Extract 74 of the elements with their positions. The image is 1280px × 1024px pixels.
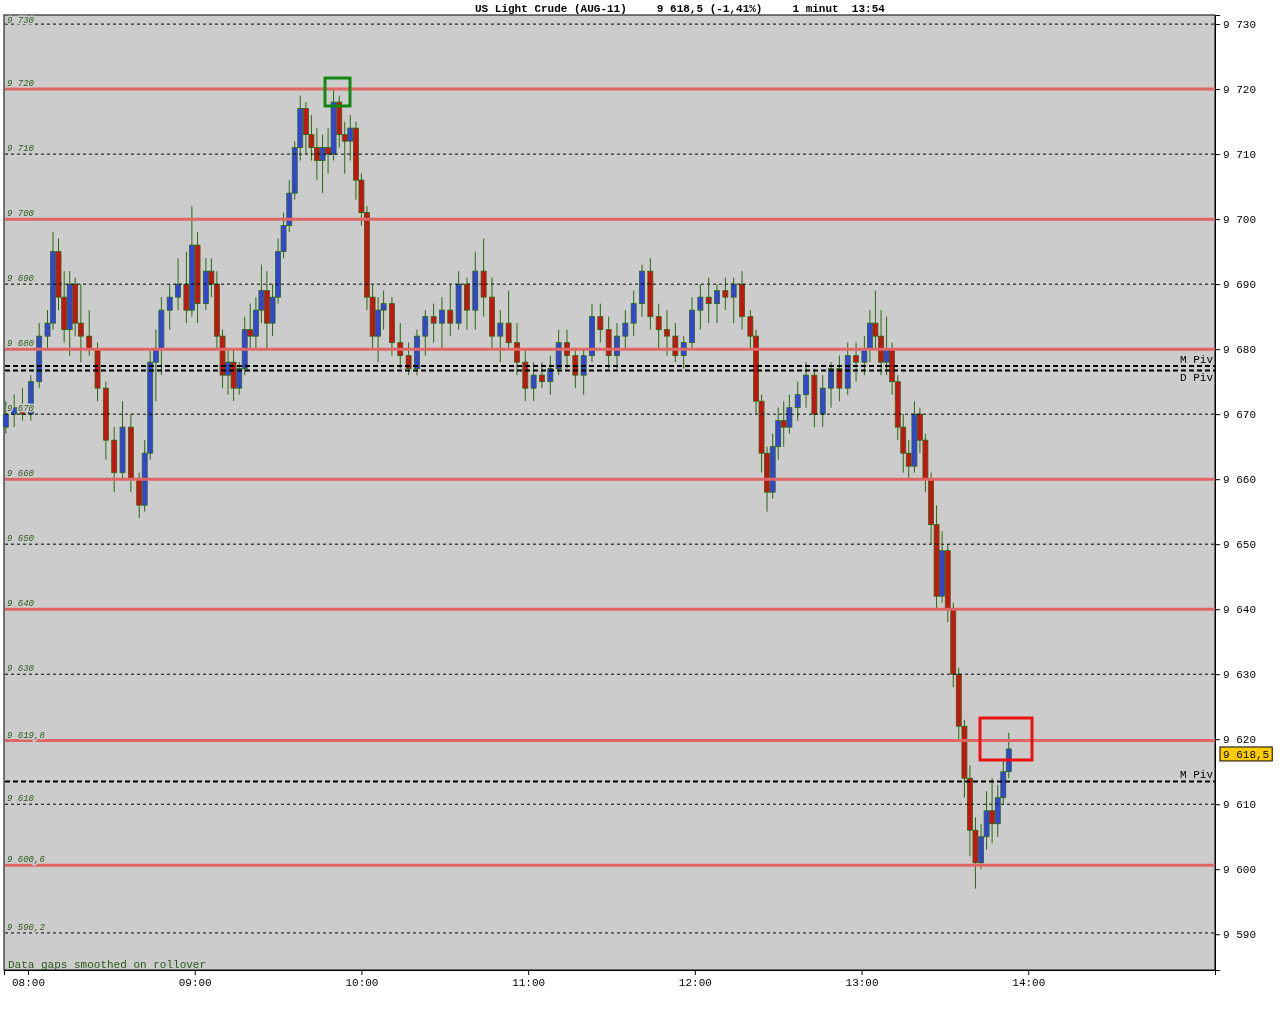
candlestick	[714, 283, 720, 324]
candlestick	[664, 309, 670, 357]
ref-line-label: 9 650	[7, 534, 35, 545]
x-tick-label: 13:00	[845, 976, 879, 989]
chart-title: US Light Crude (AUG-11)	[475, 3, 627, 15]
y-tick-label: 9 600	[1223, 864, 1257, 877]
candlestick	[166, 283, 173, 331]
ref-line-label: 9 680	[7, 339, 35, 350]
text: 1 minut 13:54	[792, 3, 886, 15]
candlestick	[405, 342, 412, 376]
candlestick	[705, 277, 712, 324]
x-tick-label: 11:00	[512, 976, 546, 989]
ref-line-label: M Piv	[1179, 769, 1214, 782]
ref-line-label: 9 730	[7, 16, 35, 26]
y-tick-label: 9 720	[1223, 84, 1257, 97]
candlestick	[836, 355, 843, 402]
candlestick	[505, 290, 512, 350]
ref-line-label: 9 700	[7, 209, 35, 220]
x-tick-label: 12:00	[678, 976, 712, 989]
y-tick-label: 9 610	[1223, 799, 1257, 812]
candlestick	[497, 309, 504, 363]
candlestick	[730, 277, 737, 324]
y-tick-label: 9 630	[1223, 669, 1257, 682]
y-tick-label: 9 700	[1223, 214, 1257, 227]
ref-line-label: M Piv	[1179, 354, 1214, 367]
candlestick	[86, 309, 93, 357]
candlestick	[175, 257, 181, 311]
ref-line-label: 9 690	[7, 274, 35, 285]
ref-line-label: 9 630	[7, 664, 35, 675]
x-tick-label: 10:00	[345, 976, 379, 989]
candlestick	[853, 342, 859, 383]
y-tick-label: 9 690	[1223, 279, 1257, 292]
candlestick	[803, 361, 809, 409]
text: 9 618,5 (-1,41%)	[656, 3, 763, 15]
ref-line-label: 9 670	[7, 404, 35, 415]
ref-line-label: 9 710	[7, 144, 35, 155]
y-tick-label: 9 680	[1223, 344, 1257, 357]
candlestick	[828, 361, 834, 409]
candlestick	[539, 361, 545, 389]
y-tick-label: 9 590	[1223, 929, 1257, 942]
candlestick	[422, 309, 429, 357]
candlestick	[630, 290, 637, 337]
ref-line-label: 9 640	[7, 599, 35, 610]
candlestick	[439, 296, 445, 350]
candlestick	[655, 303, 662, 350]
annotation: Data gaps smoothed on rollover	[8, 959, 207, 971]
ref-line-label: 9 619,8	[7, 730, 46, 741]
candlestick	[430, 303, 437, 344]
ref-line-label: 9 720	[7, 79, 35, 90]
candlestick	[697, 283, 704, 331]
ref-line-label: 9 610	[7, 794, 35, 805]
candlestick	[447, 283, 454, 337]
candlestick	[622, 309, 629, 350]
x-tick-label: 09:00	[178, 976, 212, 989]
candlestick	[530, 361, 537, 402]
candlestick	[722, 277, 729, 311]
candlestick	[547, 355, 554, 396]
y-tick-label: 9 620	[1223, 734, 1257, 747]
y-tick-label: 9 650	[1223, 539, 1257, 552]
text: 9 618,5	[1223, 748, 1270, 761]
y-tick-label: 9 710	[1223, 149, 1257, 162]
ref-line-label: 9 600,6	[7, 855, 46, 866]
x-tick-label: 08:00	[12, 976, 46, 989]
y-tick-label: 9 670	[1223, 409, 1257, 422]
ref-line-label: 9 590,2	[7, 922, 46, 933]
candlestick	[2, 400, 9, 435]
candlestick	[597, 303, 604, 344]
y-tick-label: 9 660	[1223, 474, 1257, 487]
y-tick-label: 9 730	[1223, 19, 1257, 32]
ref-line-label: 9 660	[7, 469, 35, 480]
x-tick-label: 14:00	[1012, 976, 1046, 989]
y-tick-label: 9 640	[1223, 604, 1257, 617]
candlestick	[794, 381, 801, 422]
ref-line-label: D Piv	[1179, 371, 1214, 384]
